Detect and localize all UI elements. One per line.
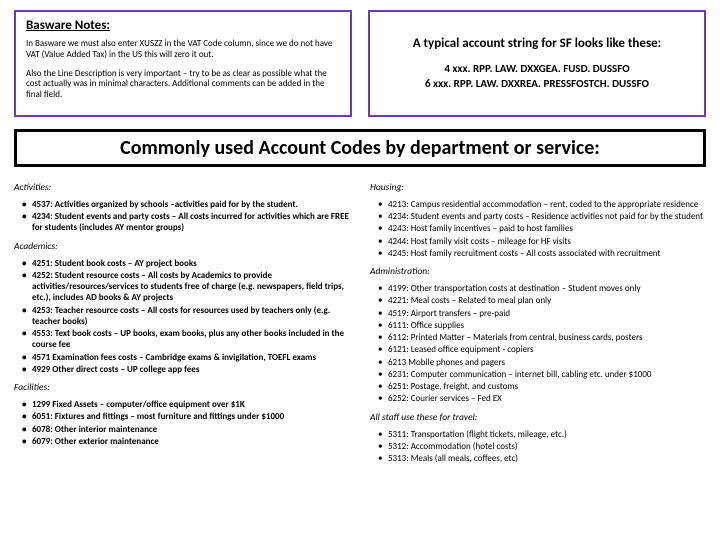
list-item: 4234: Student events and party costs – A… [22, 211, 350, 234]
list-item: 5313: Meals (all meals, coffees, etc) [378, 453, 706, 464]
list-item: 4234: Student events and party costs – R… [378, 211, 706, 222]
admin-list: 4199: Other transportation costs at dest… [370, 283, 706, 405]
content-columns: Activities: 4537: Activities organized b… [14, 175, 706, 466]
basware-notes-box: Basware Notes: In Basware we must also e… [14, 10, 352, 117]
list-item: 6111: Office supplies [378, 320, 706, 331]
list-item: 4537: Activities organized by schools –a… [22, 199, 350, 210]
account-string-title: A typical account string for SF looks li… [380, 36, 694, 51]
list-item: 6112: Printed Matter – Materials from ce… [378, 332, 706, 343]
list-item: 4213: Campus residential accommodation –… [378, 199, 706, 210]
basware-title: Basware Notes: [26, 18, 340, 33]
list-item: 4252: Student resource costs – All costs… [22, 270, 350, 304]
top-boxes-row: Basware Notes: In Basware we must also e… [14, 10, 706, 117]
list-item: 6121: Leased office equipment - copiers [378, 344, 706, 355]
main-header: Commonly used Account Codes by departmen… [14, 129, 706, 167]
list-item: 5311: Transportation (flight tickets, mi… [378, 429, 706, 440]
activities-title: Activities: [14, 181, 350, 193]
list-item: 6213 Mobile phones and pagers [378, 357, 706, 368]
list-item: 4199: Other transportation costs at dest… [378, 283, 706, 294]
list-item: 4519: Airport transfers – pre-paid [378, 308, 706, 319]
list-item: 6231: Computer communication – internet … [378, 369, 706, 380]
list-item: 6079: Other exterior maintenance [22, 436, 350, 447]
list-item: 4245: Host family recruitment costs – Al… [378, 248, 706, 259]
account-string-2: 6 xxx. RPP. LAW. DXXREA. PRESSFOSTCH. DU… [380, 76, 694, 91]
list-item: 1299 Fixed Assets – computer/office equi… [22, 399, 350, 410]
travel-title: All staff use these for travel: [370, 411, 706, 423]
travel-list: 5311: Transportation (flight tickets, mi… [370, 429, 706, 465]
admin-title: Administration: [370, 265, 706, 277]
academics-title: Academics: [14, 240, 350, 252]
list-item: 4251: Student book costs – AY project bo… [22, 258, 350, 269]
activities-list: 4537: Activities organized by schools –a… [14, 199, 350, 234]
account-string-1: 4 xxx. RPP. LAW. DXXGEA. FUSD. DUSSFO [380, 61, 694, 76]
list-item: 6078: Other interior maintenance [22, 424, 350, 435]
basware-p1: In Basware we must also enter XUSZZ in t… [26, 39, 340, 61]
list-item: 4221: Meal costs – Related to meal plan … [378, 295, 706, 306]
right-column: Housing: 4213: Campus residential accomm… [370, 175, 706, 466]
list-item: 4929 Other direct costs – UP college app… [22, 364, 350, 375]
list-item: 6051: Fixtures and fittings – most furni… [22, 411, 350, 422]
facilities-list: 1299 Fixed Assets – computer/office equi… [14, 399, 350, 447]
housing-list: 4213: Campus residential accommodation –… [370, 199, 706, 259]
list-item: 4243: Host family incentives – paid to h… [378, 223, 706, 234]
facilities-title: Facilities: [14, 381, 350, 393]
list-item: 6251: Postage, freight, and customs [378, 381, 706, 392]
list-item: 4571 Examination fees costs – Cambridge … [22, 352, 350, 363]
left-column: Activities: 4537: Activities organized b… [14, 175, 350, 466]
list-item: 6252: Courier services – Fed EX [378, 393, 706, 404]
basware-p2: Also the Line Description is very import… [26, 69, 340, 101]
housing-title: Housing: [370, 181, 706, 193]
list-item: 4244: Host family visit costs – mileage … [378, 236, 706, 247]
academics-list: 4251: Student book costs – AY project bo… [14, 258, 350, 376]
list-item: 4253: Teacher resource costs – All costs… [22, 305, 350, 328]
list-item: 4553: Text book costs – UP books, exam b… [22, 328, 350, 351]
list-item: 5312: Accommodation (hotel costs) [378, 441, 706, 452]
account-string-box: A typical account string for SF looks li… [368, 10, 706, 117]
